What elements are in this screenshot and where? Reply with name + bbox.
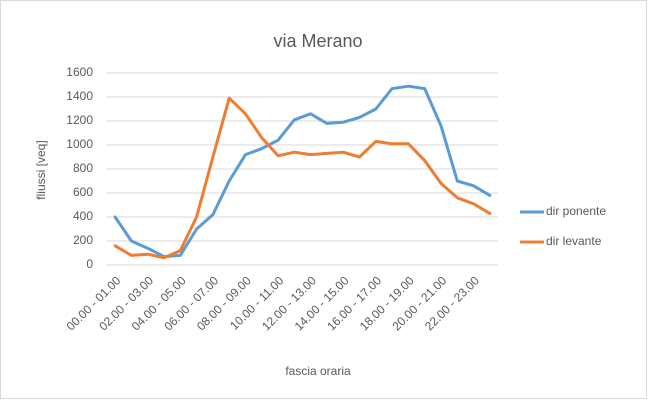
y-tick-label: 1000 bbox=[66, 137, 93, 151]
y-tick-label: 400 bbox=[73, 209, 93, 223]
series-line bbox=[113, 96, 492, 260]
x-axis-label: fascia oraria bbox=[285, 364, 351, 378]
y-tick-label: 800 bbox=[73, 161, 93, 175]
y-tick-label: 0 bbox=[86, 257, 93, 271]
y-tick-label: 1200 bbox=[66, 113, 93, 127]
legend-label: dir levante bbox=[546, 234, 602, 248]
chart-title: via Merano bbox=[273, 31, 362, 51]
legend-label: dir ponente bbox=[546, 204, 606, 218]
y-tick-label: 200 bbox=[73, 233, 93, 247]
y-tick-label: 1600 bbox=[66, 65, 93, 79]
y-tick-label: 1400 bbox=[66, 89, 93, 103]
y-tick-label: 600 bbox=[73, 185, 93, 199]
y-axis-label: fliussi [veq] bbox=[34, 140, 48, 199]
series-line bbox=[113, 84, 492, 259]
